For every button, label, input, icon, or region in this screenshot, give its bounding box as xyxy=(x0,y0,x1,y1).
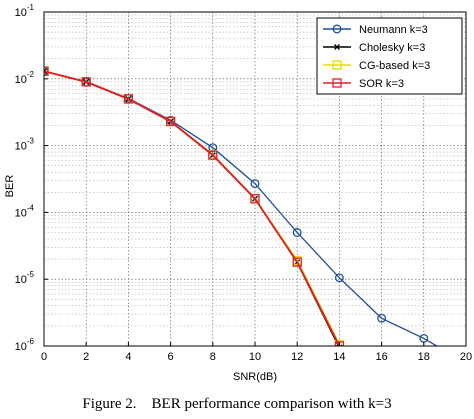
series-line xyxy=(44,70,341,346)
y-tick-label: 10-4 xyxy=(15,203,35,219)
y-tick-labels: 10-1 10-2 10-3 10-4 10-5 10-6 xyxy=(15,3,48,353)
data-point-square xyxy=(165,116,176,127)
data-point-circle xyxy=(250,179,260,189)
data-point-circle xyxy=(441,347,449,355)
x-tick-label: 8 xyxy=(210,351,216,363)
x-tick-label: 2 xyxy=(83,351,89,363)
legend-label: SOR k=3 xyxy=(359,78,404,90)
data-point-square xyxy=(44,66,49,76)
data-point-square xyxy=(332,60,342,70)
y-tick-label: 10-6 xyxy=(15,337,35,353)
y-tick-exponent: -6 xyxy=(27,337,35,346)
data-point-x-stroke xyxy=(44,70,47,75)
legend-label: Neumann k=3 xyxy=(359,24,428,36)
legend-label: CG-based k=3 xyxy=(359,60,430,72)
caption-label: Figure 2. xyxy=(82,396,137,412)
series-3 xyxy=(44,66,345,346)
data-point-circle xyxy=(334,273,344,283)
data-point-square xyxy=(81,77,91,87)
data-point-square xyxy=(332,78,342,88)
x-tick-label: 10 xyxy=(249,351,261,363)
legend-label: Cholesky k=3 xyxy=(359,42,425,54)
data-point-circle xyxy=(332,24,342,34)
y-tick-exponent: -1 xyxy=(27,3,35,12)
y-tick-exponent: -5 xyxy=(27,270,35,279)
x-tick-label: 14 xyxy=(333,351,345,363)
legend: Neumann k=3 Cholesky k=3 CG-based k=3 SOR k… xyxy=(316,17,463,95)
data-point-circle xyxy=(292,228,302,237)
x-tick-label: 4 xyxy=(125,351,131,363)
caption-text: BER performance comparison with k=3 xyxy=(151,396,392,412)
data-point-x xyxy=(44,68,47,75)
x-tick-label: 12 xyxy=(291,351,303,363)
data-point-square xyxy=(250,194,260,204)
x-tick-label: 20 xyxy=(460,351,472,363)
x-tick-label: 18 xyxy=(418,351,430,363)
grid xyxy=(44,12,466,346)
y-tick-exponent: -2 xyxy=(27,70,35,79)
y-axis-label: BER xyxy=(4,175,16,198)
data-point-square xyxy=(292,257,302,267)
y-tick-label: 10-2 xyxy=(15,70,35,86)
x-axis-label: SNR(dB) xyxy=(233,371,277,383)
data-point-square xyxy=(208,150,218,160)
x-tick-label: 6 xyxy=(168,351,174,363)
data-point-x-stroke xyxy=(44,68,47,73)
data-point-square xyxy=(123,94,134,104)
series-layer xyxy=(44,66,449,355)
figure-caption: Figure 2. BER performance comparison wit… xyxy=(0,396,474,413)
x-tick-label: 0 xyxy=(41,351,47,363)
y-tick-label: 10-5 xyxy=(15,270,35,286)
x-tick-label: 16 xyxy=(375,351,387,363)
y-tick-exponent: -4 xyxy=(27,203,35,212)
y-tick-label: 10-3 xyxy=(15,137,35,153)
data-point-x xyxy=(334,44,340,50)
x-tick-labels: 0 2 4 6 8 10 12 14 16 18 20 xyxy=(41,342,472,363)
y-tick-exponent: -3 xyxy=(27,137,35,146)
data-point-x-stroke xyxy=(334,44,340,50)
y-tick-label: 10-1 xyxy=(15,3,35,19)
data-point-circle xyxy=(377,313,387,323)
